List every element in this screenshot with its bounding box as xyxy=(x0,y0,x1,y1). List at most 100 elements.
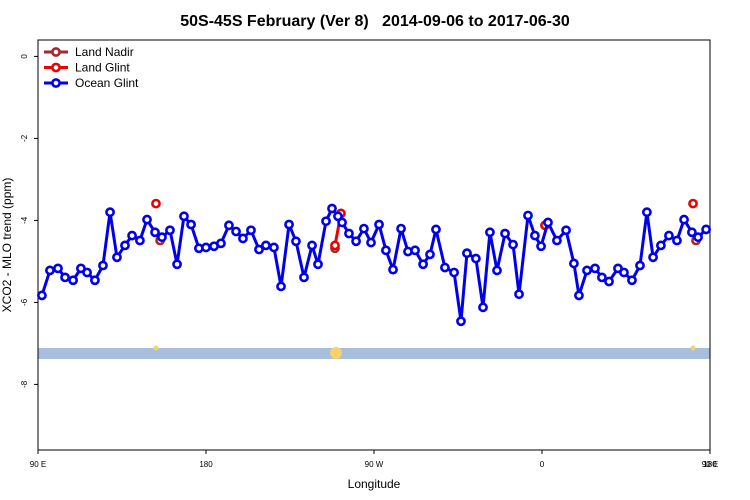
data-point xyxy=(366,237,376,248)
data-point xyxy=(381,245,391,256)
data-point xyxy=(701,224,711,235)
data-point xyxy=(514,289,524,300)
data-point xyxy=(485,227,495,238)
data-point xyxy=(98,260,108,271)
data-point xyxy=(112,252,122,263)
legend-text: Ocean Glint xyxy=(75,76,139,90)
data-point xyxy=(569,258,579,269)
data-point xyxy=(635,260,645,271)
data-point xyxy=(45,265,55,276)
x-tick-label: 0 xyxy=(540,460,545,469)
data-point xyxy=(313,259,323,270)
data-point xyxy=(374,219,384,230)
data-point xyxy=(359,223,369,234)
data-point xyxy=(216,238,226,249)
data-point xyxy=(284,219,294,230)
data-point xyxy=(142,214,152,225)
data-point xyxy=(425,249,435,260)
data-point xyxy=(82,267,92,278)
data-point xyxy=(679,214,689,225)
data-point xyxy=(523,210,533,221)
data-point xyxy=(440,262,450,273)
data-point xyxy=(269,242,279,253)
y-axis-label: XCO2 - MLO trend (ppm) xyxy=(0,178,14,313)
data-point xyxy=(604,276,614,287)
data-point xyxy=(664,230,674,241)
legend-marker xyxy=(51,47,61,57)
data-point xyxy=(172,259,182,270)
data-point xyxy=(431,224,441,235)
data-point xyxy=(478,302,488,313)
legend-text: Land Nadir xyxy=(75,45,134,59)
data-point xyxy=(418,259,428,270)
data-point xyxy=(449,267,459,278)
data-point xyxy=(150,227,160,238)
data-point xyxy=(157,232,167,243)
data-point xyxy=(330,240,340,251)
x-tick-label: 180 xyxy=(199,460,213,469)
data-point xyxy=(165,225,175,236)
data-point xyxy=(127,230,137,241)
y-tick-label: -8 xyxy=(20,380,29,388)
data-point xyxy=(388,264,398,275)
data-point xyxy=(648,252,658,263)
data-point xyxy=(246,225,256,236)
data-point xyxy=(321,216,331,227)
data-point xyxy=(688,198,698,209)
data-point xyxy=(276,281,286,292)
data-point xyxy=(582,265,592,276)
data-point xyxy=(410,245,420,256)
data-point xyxy=(642,207,652,218)
data-point xyxy=(186,219,196,230)
data-point xyxy=(619,267,629,278)
data-point xyxy=(90,275,100,286)
data-point xyxy=(686,227,697,238)
y-tick-label: -4 xyxy=(20,216,29,224)
data-point xyxy=(53,263,63,274)
data-point xyxy=(254,244,264,255)
x-tick-label: 90 E xyxy=(30,460,46,469)
legend-marker xyxy=(51,62,61,73)
data-point xyxy=(179,211,189,222)
data-point xyxy=(672,235,682,246)
map-strip xyxy=(38,348,710,359)
data-point xyxy=(597,272,607,283)
data-point xyxy=(552,235,562,246)
x-tick-label: 90 E xyxy=(702,460,718,469)
data-point xyxy=(627,275,637,286)
data-point xyxy=(231,226,241,237)
data-point xyxy=(656,240,666,251)
data-point xyxy=(500,228,510,239)
data-point xyxy=(492,265,502,276)
data-point xyxy=(291,236,301,247)
data-point xyxy=(105,207,115,218)
data-point xyxy=(561,225,571,236)
data-point xyxy=(536,241,546,252)
data-point xyxy=(693,232,703,243)
data-point xyxy=(120,240,130,251)
x-tick-label: 180 xyxy=(703,460,717,469)
data-point xyxy=(508,239,518,250)
data-point xyxy=(60,272,70,283)
series-line xyxy=(40,207,708,323)
data-point xyxy=(261,240,271,251)
data-point xyxy=(471,253,481,264)
data-point xyxy=(238,233,248,244)
legend-text: Land Glint xyxy=(75,61,130,75)
x-axis-label: Longitude xyxy=(348,477,401,491)
data-point xyxy=(456,316,466,327)
data-point xyxy=(224,220,234,231)
data-point xyxy=(307,240,317,251)
data-point xyxy=(530,230,540,241)
data-point xyxy=(201,242,211,253)
chart-title: 50S-45S February (Ver 8) 2014-09-06 to 2… xyxy=(180,13,570,30)
x-tick-label: 90 W xyxy=(365,460,384,469)
series-line xyxy=(335,204,693,246)
data-point xyxy=(135,235,145,246)
data-point xyxy=(574,290,584,301)
map-dot xyxy=(330,347,342,359)
map-dot xyxy=(690,345,696,351)
data-point xyxy=(590,263,600,274)
data-point xyxy=(327,203,337,214)
